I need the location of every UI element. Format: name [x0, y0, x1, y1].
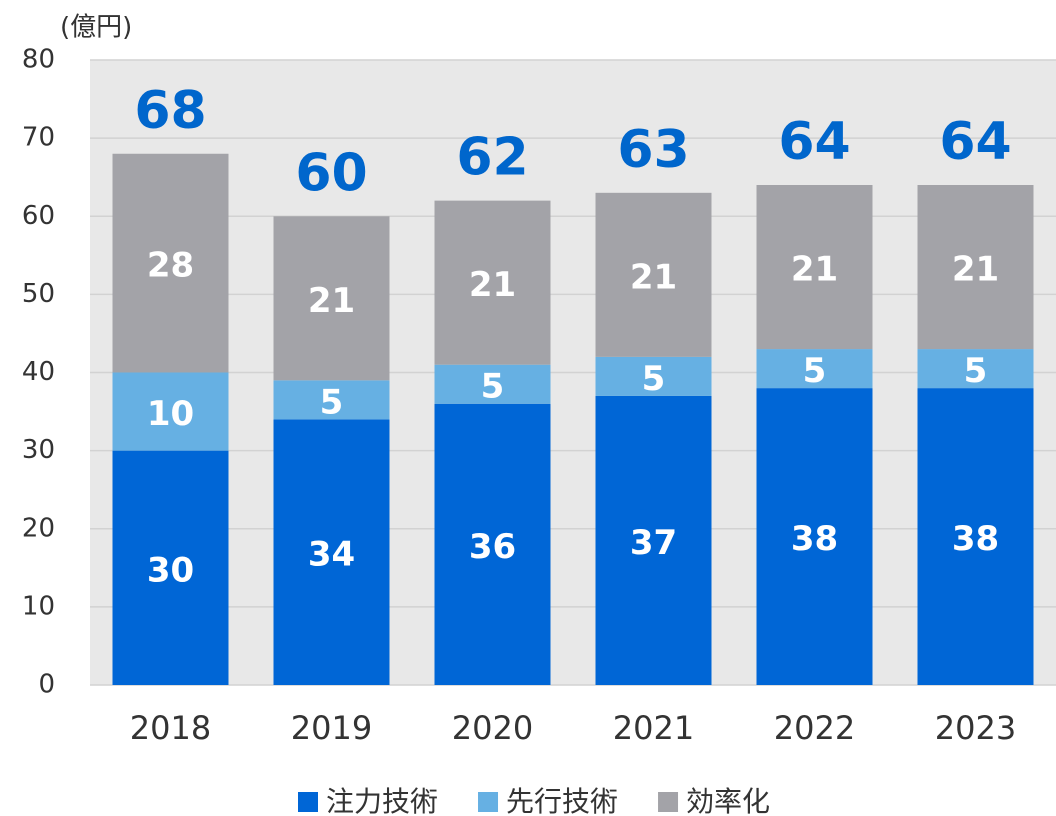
x-tick-label: 2022 [774, 709, 855, 747]
total-label: 60 [295, 143, 367, 203]
total-label: 62 [456, 128, 528, 188]
data-label: 38 [952, 519, 999, 559]
data-label: 30 [147, 550, 194, 590]
data-label: 36 [469, 527, 516, 567]
bar-segment [917, 388, 1034, 685]
data-label: 21 [630, 257, 677, 297]
bar-segment [756, 185, 873, 350]
legend-label: 効率化 [686, 785, 770, 816]
total-label: 68 [134, 81, 206, 141]
bar-segment [434, 364, 551, 404]
data-label: 5 [642, 359, 666, 399]
bar-segment [273, 419, 390, 685]
bar-segment [595, 395, 712, 685]
bar-segment [112, 153, 229, 373]
y-tick-label: 10 [22, 591, 55, 621]
legend-swatch [658, 792, 679, 812]
bar-segment [273, 216, 390, 381]
bar-segment [273, 380, 390, 420]
bar-segment [434, 200, 551, 365]
bar-segment [595, 356, 712, 396]
bar-segment [112, 450, 229, 685]
data-label: 34 [308, 535, 355, 575]
data-label: 5 [803, 351, 827, 391]
y-tick-label: 20 [22, 513, 55, 543]
data-label: 10 [147, 394, 194, 434]
data-label: 21 [952, 250, 999, 290]
total-label: 64 [939, 112, 1011, 172]
y-tick-label: 40 [22, 357, 55, 387]
bar-segment [434, 403, 551, 685]
legend-swatch [298, 792, 318, 812]
data-label: 5 [320, 382, 344, 422]
y-tick-label: 0 [38, 670, 55, 700]
y-tick-label: 50 [22, 279, 55, 309]
data-label: 21 [308, 281, 355, 321]
legend-label: 注力技術 [326, 785, 438, 816]
y-tick-label: 70 [22, 123, 55, 153]
data-label: 28 [147, 246, 194, 286]
bar-segment [595, 192, 712, 357]
x-tick-label: 2023 [935, 709, 1016, 747]
bar-segment [112, 372, 229, 451]
data-label: 5 [481, 367, 505, 407]
y-tick-label: 80 [22, 45, 55, 75]
bar-segment [917, 349, 1034, 389]
x-tick-label: 2020 [452, 709, 533, 747]
total-label: 64 [778, 112, 850, 172]
data-label: 37 [630, 523, 677, 563]
data-label: 21 [469, 265, 516, 305]
x-tick-label: 2019 [291, 709, 372, 747]
bar-segment [756, 349, 873, 389]
data-label: 5 [964, 351, 988, 391]
total-label: 63 [617, 120, 689, 180]
y-unit: (億円) [60, 13, 132, 43]
data-label: 38 [791, 519, 838, 559]
data-label: 21 [791, 250, 838, 290]
bar-segment [756, 388, 873, 685]
x-tick-label: 2018 [130, 709, 211, 747]
legend-swatch [478, 792, 499, 812]
y-tick-label: 30 [22, 435, 55, 465]
y-tick-label: 60 [22, 201, 55, 231]
legend-label: 先行技術 [506, 785, 618, 816]
bar-segment [917, 185, 1034, 350]
x-tick-label: 2021 [613, 709, 694, 747]
